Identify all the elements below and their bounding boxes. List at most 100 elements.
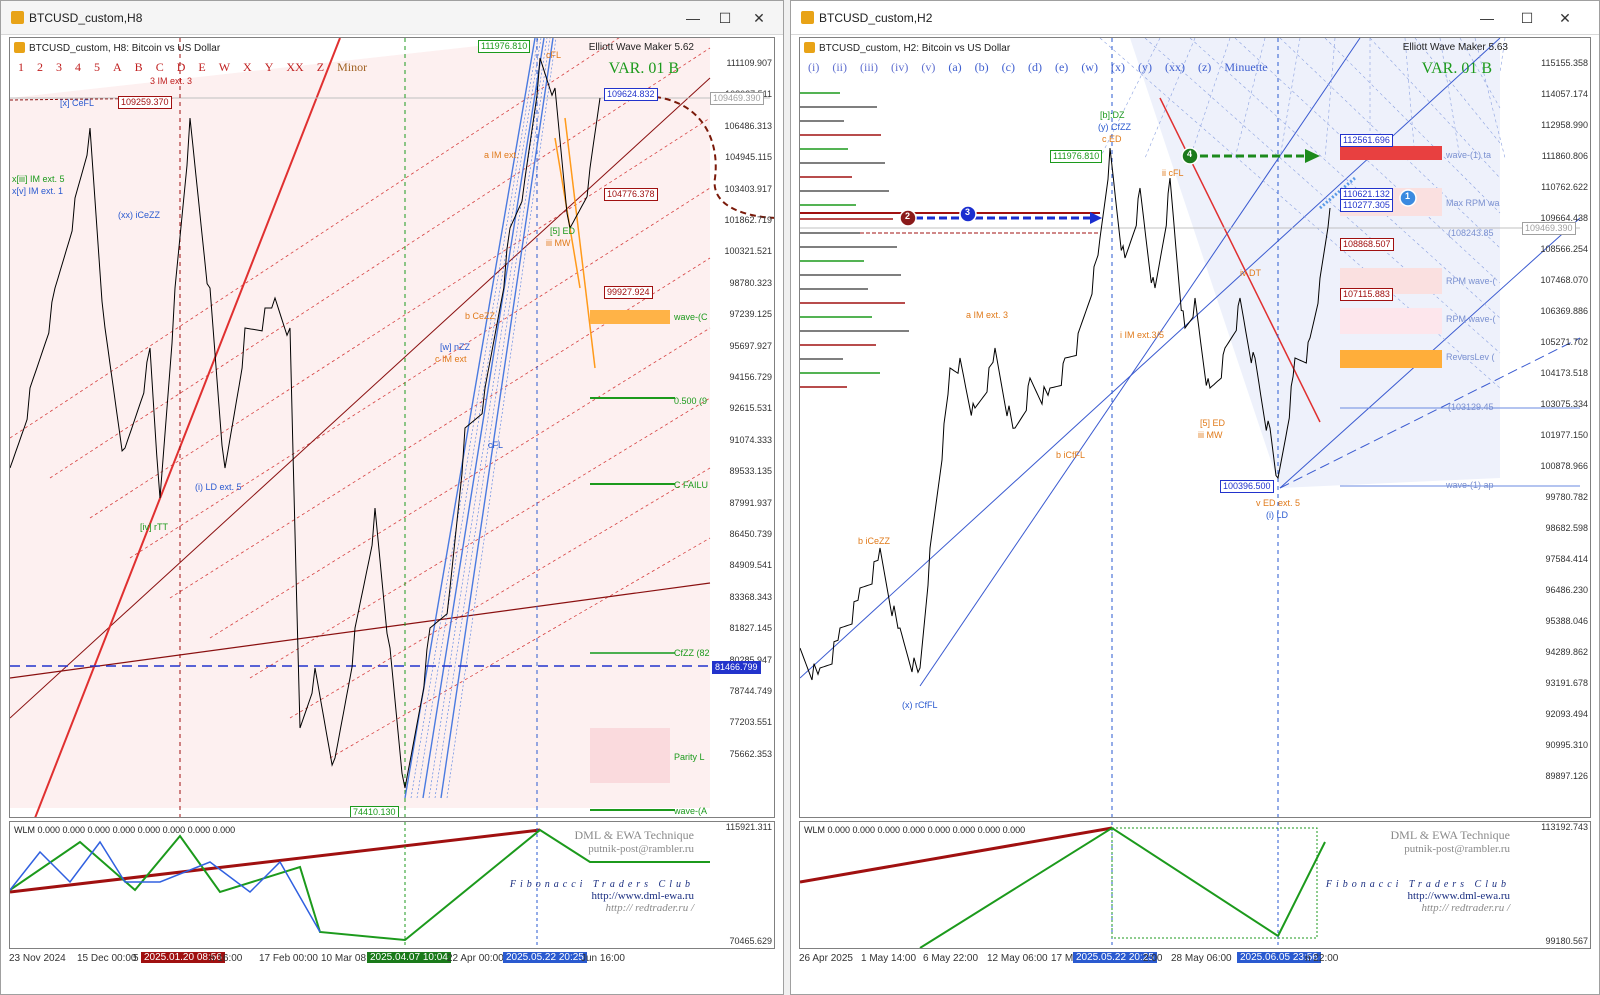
price-tick: 81827.145 [729, 623, 772, 634]
target-zone [1340, 308, 1442, 334]
minimize-button[interactable]: — [686, 10, 700, 26]
close-button[interactable]: ✕ [1559, 10, 1571, 26]
wave-annotation: cFL [488, 440, 504, 450]
wave-label[interactable]: 4 [75, 60, 81, 74]
wave-annotation: CfZZ (82 [674, 648, 710, 658]
price-tick: 114057.174 [1541, 89, 1588, 99]
price-tick: 96486.230 [1545, 585, 1588, 595]
wave-label[interactable]: (w) [1081, 60, 1098, 74]
title-bar[interactable]: BTCUSD_custom,H2 — ☐ ✕ [791, 1, 1599, 35]
wave-annotation: wave-(C [674, 312, 708, 322]
grid-fan [1189, 38, 1501, 319]
wave-annotation: (i) LD ext. 5 [195, 482, 242, 492]
step-marker-label: 1 [1405, 191, 1411, 201]
wlm-indicator-panel[interactable]: WLM 0.000 0.000 0.000 0.000 0.000 0.000 … [9, 821, 775, 949]
wave-label[interactable]: Y [264, 60, 274, 74]
orange-line [564, 117, 596, 369]
wave-label[interactable]: (a) [948, 60, 962, 74]
wave-label[interactable]: (i) [808, 60, 820, 74]
main-price-chart[interactable]: BTCUSD_custom, H2: Bitcoin vs US Dollar … [799, 37, 1591, 818]
trend-line [34, 38, 341, 817]
wave-label[interactable]: (iv) [891, 60, 909, 74]
wave-label[interactable]: (iii) [860, 60, 878, 74]
wave-label[interactable]: Minor [337, 60, 368, 74]
wlm-green [10, 828, 710, 942]
wave-label[interactable]: (v) [921, 60, 936, 74]
wave-label[interactable]: W [218, 60, 231, 74]
wave-label[interactable]: (e) [1054, 60, 1069, 74]
wave-label[interactable]: (d) [1027, 60, 1042, 74]
wlm-trend [800, 826, 1113, 884]
price-tick: 84909.541 [729, 560, 772, 571]
time-tick: 23 Nov 2024 [9, 953, 66, 964]
wave-label[interactable]: 3 [56, 60, 62, 74]
target-zone [1340, 350, 1442, 368]
h8-chart-window[interactable]: BTCUSD_custom,H8 — ☐ ✕ BTCUSD_custom, H8… [0, 0, 784, 995]
grid-fan [1324, 38, 1336, 159]
close-button[interactable]: ✕ [753, 10, 765, 26]
price-tick: 107468.070 [1540, 275, 1588, 285]
minimize-button[interactable]: — [1480, 10, 1494, 26]
wave-label[interactable]: (ii) [832, 60, 847, 74]
zone-label: ReversLev ( [1446, 352, 1495, 362]
variant-label: VAR. 01 B [608, 60, 679, 77]
wave-annotation: (y) CfZZ [1098, 122, 1131, 132]
time-axis: 26 Apr 2025 1 May 14:00 6 May 22:00 12 May … [799, 951, 1591, 969]
step-marker [1181, 147, 1199, 165]
wave-label[interactable]: C [155, 60, 164, 74]
maximize-button[interactable]: ☐ [1520, 10, 1534, 26]
wave-annotation: b iCfFL [1056, 450, 1086, 460]
wave-label[interactable]: Minuette [1224, 60, 1268, 74]
title-bar[interactable]: BTCUSD_custom,H8 — ☐ ✕ [1, 1, 783, 35]
wave-label[interactable]: (b) [974, 60, 989, 74]
trend-line [10, 77, 711, 719]
price-box: 100396.500 [1220, 480, 1274, 493]
trend-line [10, 582, 711, 679]
wave-label[interactable]: Z [316, 60, 325, 74]
wave-label[interactable]: (xx) [1164, 60, 1185, 74]
wave-label[interactable]: 1 [18, 60, 24, 74]
step-marker-label: 3 [965, 207, 971, 217]
wave-label[interactable]: (x) [1110, 60, 1125, 74]
main-price-chart[interactable]: BTCUSD_custom, H8: Bitcoin vs US Dollar … [9, 37, 775, 818]
price-tick: 101862.719 [724, 215, 772, 225]
wlm-trend [10, 828, 541, 894]
grid-fan [1474, 38, 1506, 159]
price-tick: 104945.115 [725, 152, 772, 163]
wave-label[interactable]: D [176, 60, 186, 74]
wave-label[interactable]: (c) [1001, 60, 1015, 74]
wave-label[interactable]: X [243, 60, 252, 74]
maximize-button[interactable]: ☐ [718, 10, 732, 26]
grid-fan [1439, 38, 1461, 159]
wave-annotation: cFL [546, 50, 562, 60]
time-marker: 2025.05.22 20:25 [503, 952, 587, 963]
chart-header: BTCUSD_custom, H2: Bitcoin vs US Dollar [804, 42, 1010, 54]
wave-label[interactable]: (y) [1137, 60, 1152, 74]
wlm-indicator-panel[interactable]: WLM 0.000 0.000 0.000 0.000 0.000 0.000 … [799, 821, 1591, 949]
wave-label[interactable]: (z) [1197, 60, 1212, 74]
wave-annotation: [w] nZZ [440, 342, 471, 352]
wave-annotation: b iCeZZ [858, 536, 891, 546]
credit-site: http://www.dml-ewa.ru [1407, 890, 1510, 902]
wave-label[interactable]: 5 [94, 60, 100, 74]
wave-annotation: x[iii] IM ext. 5 [12, 174, 65, 184]
wave-label[interactable]: XX [286, 60, 304, 74]
price-tick: 92615.531 [729, 403, 772, 414]
variant-label: VAR. 01 B [1421, 60, 1492, 77]
price-tick: 97584.414 [1545, 554, 1588, 564]
price-tick: 111109.907 [726, 58, 772, 68]
wave-annotation: [b]:DZ [1100, 110, 1125, 120]
h2-chart-window[interactable]: BTCUSD_custom,H2 — ☐ ✕ BTCUSD_custom, H2… [790, 0, 1600, 995]
price-tick: 103403.917 [724, 183, 772, 194]
wave-label[interactable]: 2 [37, 60, 43, 74]
wave-label[interactable]: E [198, 60, 206, 74]
price-tick: 98682.598 [1545, 523, 1588, 533]
trend-line [919, 38, 1361, 687]
wave-label[interactable]: B [134, 60, 143, 74]
wave-label[interactable]: A [113, 60, 122, 74]
price-tick: 95388.046 [1545, 616, 1588, 626]
chart-header-text: BTCUSD_custom, H8: Bitcoin vs US Dollar [29, 43, 221, 54]
time-tick: 10 Mar 08: [321, 953, 369, 964]
wave-annotation: wave-(A [674, 806, 708, 816]
price-tick: 80285.947 [729, 654, 772, 665]
